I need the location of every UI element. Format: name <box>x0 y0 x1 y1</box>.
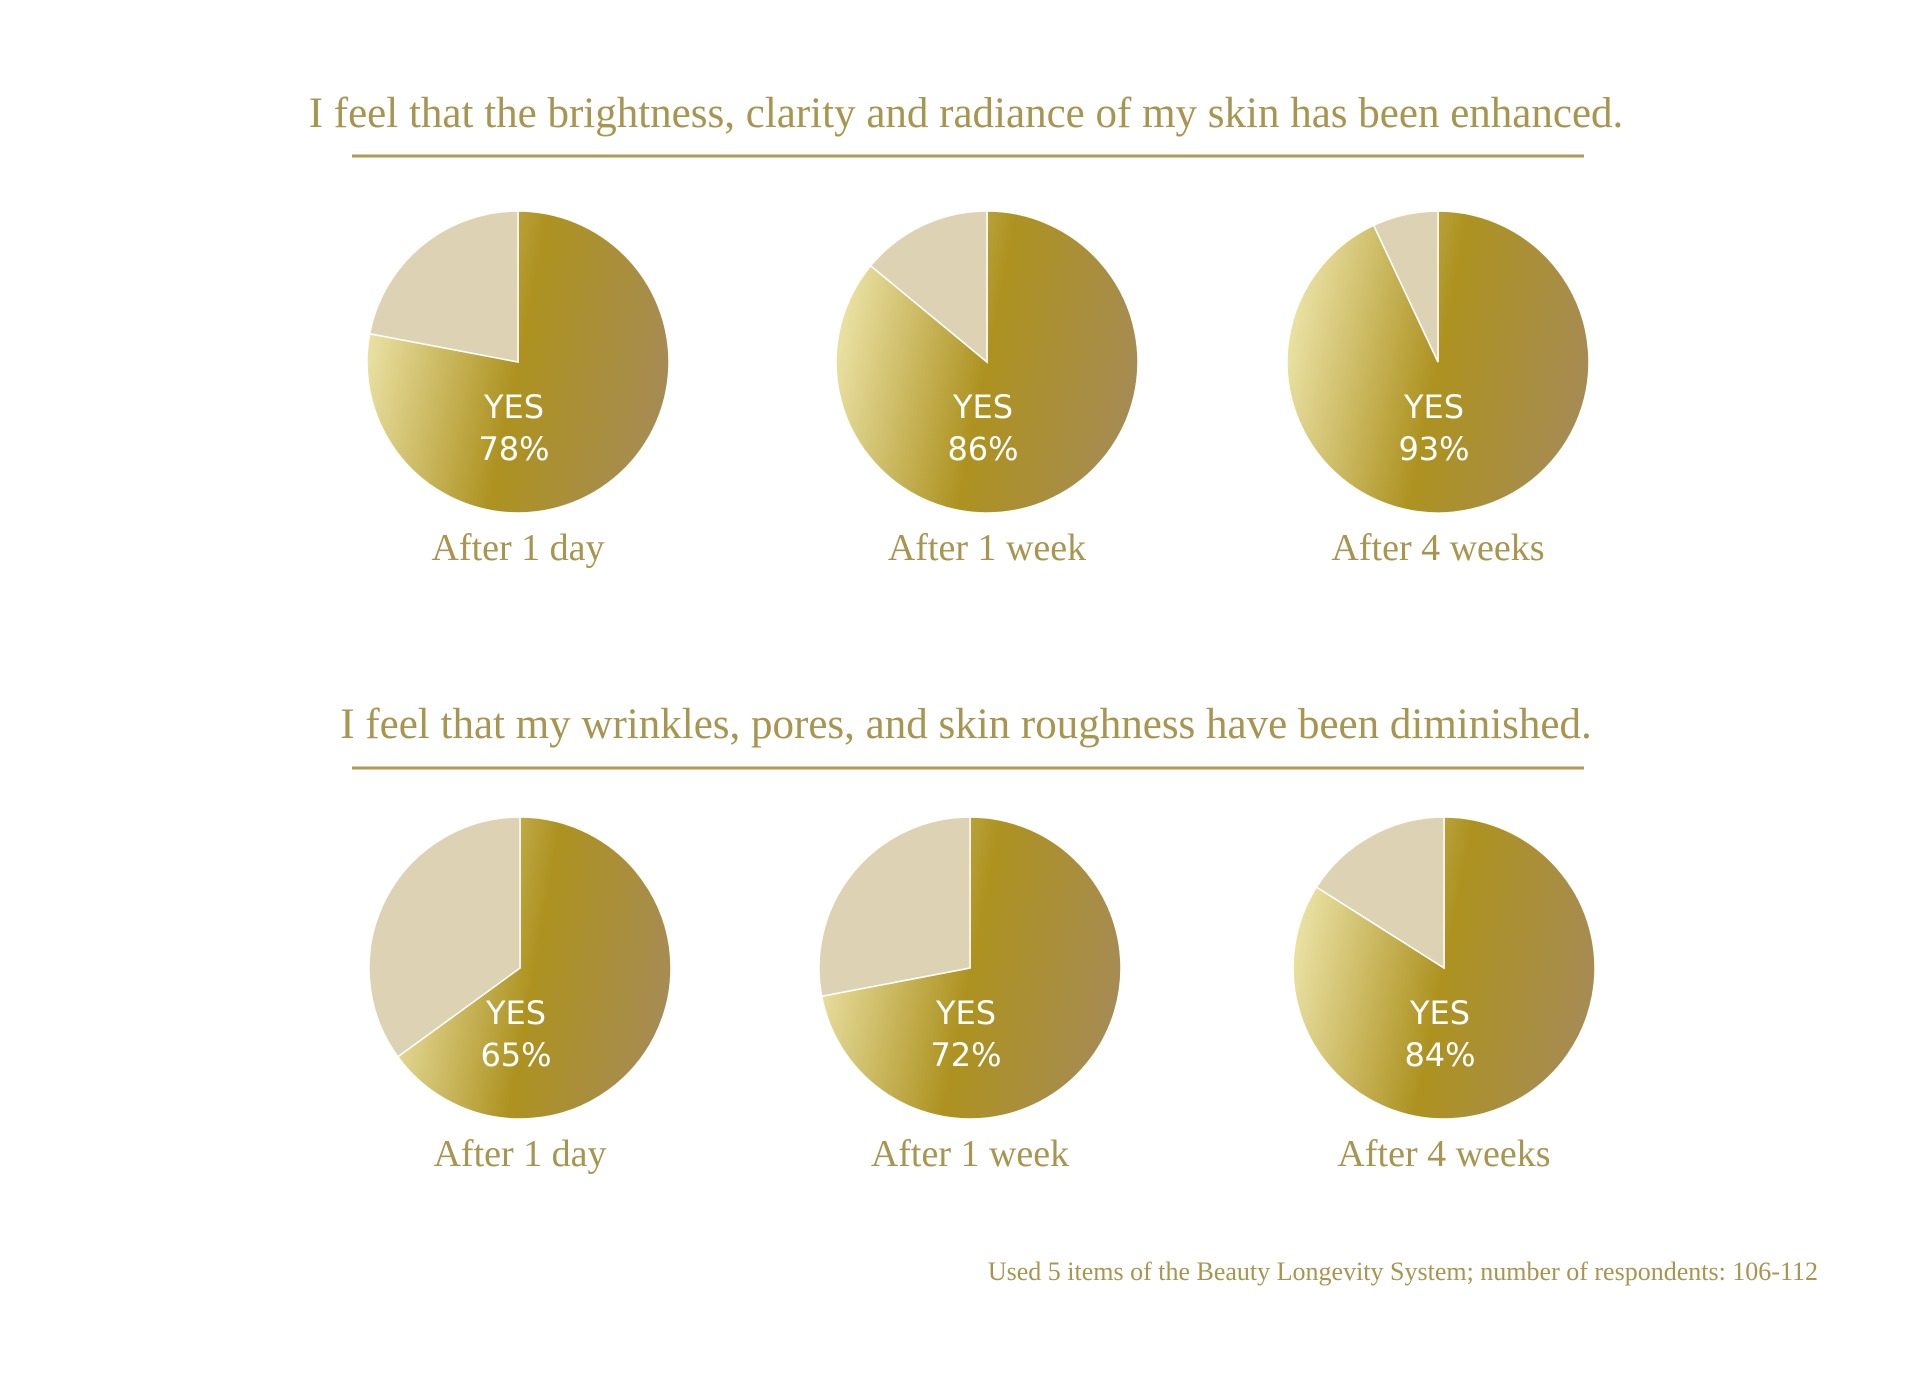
slice-label-name: YES <box>1409 994 1470 1032</box>
chart-section-2: I feel that my wrinkles, pores, and skin… <box>340 701 1596 1175</box>
category-label: After 1 week <box>871 1133 1069 1175</box>
slice-label-name: YES <box>485 994 546 1032</box>
chart-title-1: I feel that the brightness, clarity and … <box>309 90 1624 137</box>
pie-slice-yes <box>366 210 670 514</box>
pie-slice-no <box>368 816 521 1058</box>
pie-chart: YES 72% After 1 week <box>818 816 1122 1175</box>
slice-label-name: YES <box>935 994 996 1032</box>
slice-label-name: YES <box>1403 388 1464 426</box>
slice-label-value: 93% <box>1398 430 1469 468</box>
slice-label-value: 72% <box>930 1036 1001 1074</box>
slice-label-value: 84% <box>1404 1036 1475 1074</box>
pie-chart: YES 78% After 1 day <box>366 210 670 569</box>
pie-row-1: YES 78% After 1 day YES 86% After 1 week YES 93… <box>366 210 1590 569</box>
pie-slice-no <box>1315 816 1445 970</box>
slice-label-value: 78% <box>478 430 549 468</box>
category-label: After 1 day <box>433 1133 606 1175</box>
category-label: After 1 day <box>431 527 604 569</box>
pie-chart: YES 65% After 1 day <box>368 816 672 1175</box>
slice-label-value: 65% <box>480 1036 551 1074</box>
pie-slice-yes <box>820 816 1122 1120</box>
pie-chart: YES 93% After 4 weeks <box>1286 210 1590 569</box>
pie-slice-yes <box>396 816 672 1120</box>
pie-slice-no <box>818 816 971 998</box>
pie-slice-no <box>1372 210 1439 363</box>
category-label: After 1 week <box>888 527 1086 569</box>
pie-chart: YES 84% After 4 weeks <box>1292 816 1596 1175</box>
slice-label-value: 86% <box>947 430 1018 468</box>
chart-title-2: I feel that my wrinkles, pores, and skin… <box>340 701 1592 748</box>
category-label: After 4 weeks <box>1337 1133 1550 1175</box>
category-label: After 4 weeks <box>1331 527 1544 569</box>
pie-chart: YES 86% After 1 week <box>835 210 1139 569</box>
slice-label-name: YES <box>952 388 1013 426</box>
chart-section-1: I feel that the brightness, clarity and … <box>309 90 1624 569</box>
pie-row-2: YES 65% After 1 day YES 72% After 1 week YES 84… <box>368 816 1596 1175</box>
pie-slice-no <box>869 210 988 364</box>
pie-slice-no <box>368 210 519 363</box>
slice-label-name: YES <box>483 388 544 426</box>
footnote: Used 5 items of the Beauty Longevity Sys… <box>988 1257 1818 1286</box>
pie-slice-yes <box>835 210 1139 514</box>
